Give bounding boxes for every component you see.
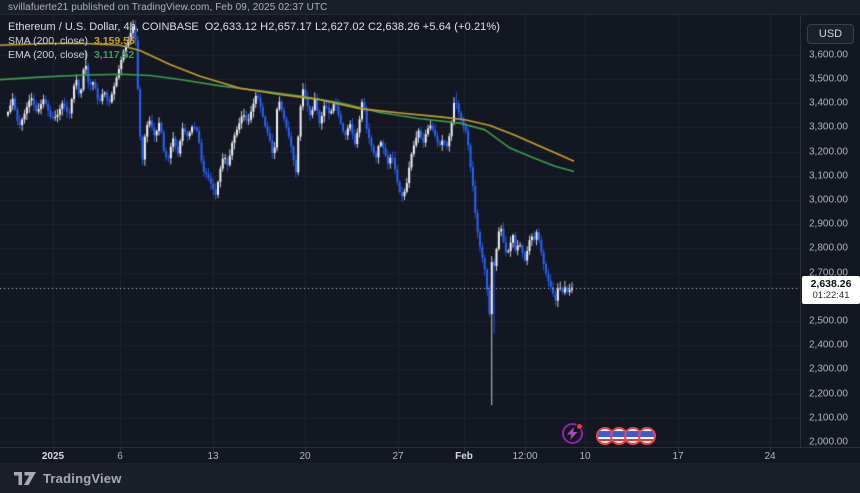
price-axis-label: 2,800.00 (809, 242, 848, 254)
price-axis-label: 3,600.00 (809, 49, 848, 61)
price-axis-label: 3,000.00 (809, 194, 848, 206)
price-axis-label: 2,200.00 (809, 388, 848, 400)
time-axis-label: 6 (117, 451, 123, 462)
attribution-bar: svillafuerte21 published on TradingView.… (0, 0, 860, 15)
attribution-text: svillafuerte21 published on TradingView.… (8, 2, 328, 13)
time-axis-label: Feb (455, 451, 473, 462)
time-axis-tick (305, 448, 306, 452)
tradingview-brand-text: TradingView (43, 471, 122, 486)
time-axis-tick (770, 448, 771, 452)
bar-countdown-timer: 01:22:41 (812, 289, 850, 301)
price-axis-label: 2,300.00 (809, 363, 848, 375)
time-axis-tick (120, 448, 121, 452)
candlestick-canvas[interactable] (0, 15, 800, 447)
time-axis-tick (213, 448, 214, 452)
price-axis-label: 3,100.00 (809, 170, 848, 182)
us-flag-icon (638, 427, 656, 445)
time-axis-label: 13 (207, 451, 219, 462)
tradingview-logo-icon (14, 472, 36, 485)
price-axis-label: 3,400.00 (809, 97, 848, 109)
time-axis-tick (398, 448, 399, 452)
time-axis-label: 24 (764, 451, 776, 462)
time-axis-tick (53, 448, 54, 452)
time-axis-label: 27 (392, 451, 404, 462)
price-axis-label: 2,500.00 (809, 315, 848, 327)
us-economic-event-icons[interactable] (596, 427, 656, 445)
price-axis-label: 2,900.00 (809, 218, 848, 230)
price-axis-label: 2,400.00 (809, 339, 848, 351)
currency-usd-button[interactable]: USD (807, 24, 854, 44)
flash-event-icon[interactable] (562, 423, 583, 444)
time-axis-tick (678, 448, 679, 452)
current-price-badge: 2,638.26 01:22:41 (802, 275, 860, 304)
time-axis-label: 17 (672, 451, 684, 462)
time-axis-label: 20 (299, 451, 311, 462)
current-price-value: 2,638.26 (810, 277, 852, 290)
price-axis-label: 2,700.00 (809, 267, 848, 279)
time-axis-label: 12:00 (512, 451, 538, 462)
time-axis-tick (464, 448, 465, 452)
notification-dot (576, 423, 583, 430)
lightning-icon (567, 427, 578, 440)
price-axis-label: 3,200.00 (809, 146, 848, 158)
price-axis-label: 2,000.00 (809, 436, 848, 448)
us-flag-icon (596, 427, 614, 445)
tradingview-logo[interactable]: TradingView (14, 471, 122, 486)
time-axis-label: 10 (579, 451, 591, 462)
time-axis[interactable]: 2025 6 13 20 27 Feb 12:00 10 17 24 (0, 447, 860, 463)
time-axis-tick (525, 448, 526, 452)
price-axis-label: 3,500.00 (809, 73, 848, 85)
time-axis-tick (585, 448, 586, 452)
price-axis[interactable]: USD 3,600.00 3,500.00 3,400.00 3,300.00 3,20… (800, 15, 860, 447)
time-axis-label: 2025 (41, 451, 65, 462)
footer-bar: TradingView (0, 463, 860, 493)
price-axis-label: 2,100.00 (809, 412, 848, 424)
price-axis-label: 3,300.00 (809, 121, 848, 133)
chart-plot-area[interactable] (0, 15, 800, 447)
